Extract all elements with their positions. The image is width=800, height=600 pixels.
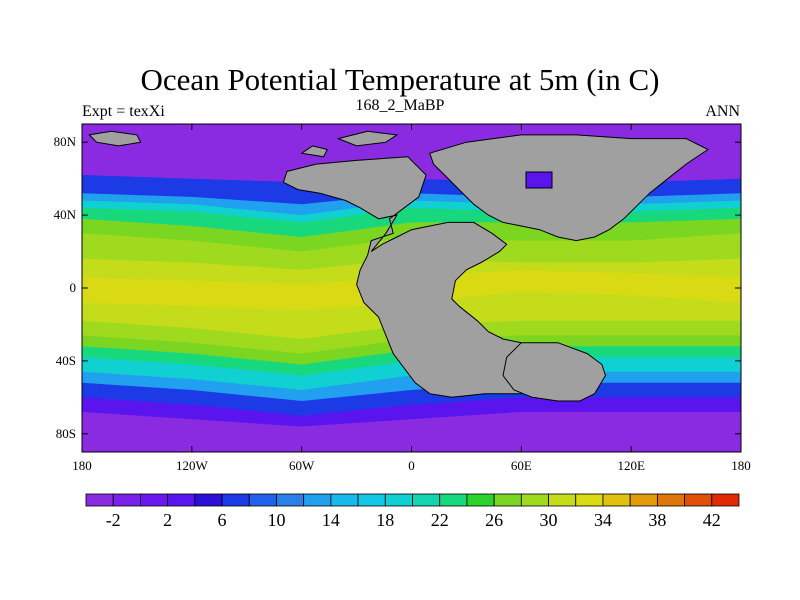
colorbar-swatch (194, 493, 223, 507)
x-tick-label: 60W (289, 458, 315, 473)
colorbar-label: 10 (268, 510, 286, 530)
colorbar-swatch (248, 493, 277, 507)
colorbar-swatch (112, 493, 141, 507)
land-mass-4 (336, 130, 399, 147)
colorbar-label: 30 (540, 510, 558, 530)
x-tick-label: 120W (176, 458, 209, 473)
colorbar-label: 38 (648, 510, 666, 530)
x-axis-ticks: 180 120W 60W 0 60E 120E 180 (72, 124, 751, 473)
land-mass-3 (88, 130, 142, 147)
temperature-band-16 (82, 411, 741, 452)
colorbar-label: -2 (106, 510, 121, 530)
colorbar-label: 22 (431, 510, 449, 530)
colorbar-label: 6 (218, 510, 227, 530)
x-tick-label: 60E (511, 458, 532, 473)
colorbar-swatch (330, 493, 359, 507)
land-masses (88, 130, 709, 402)
colorbar-swatch (548, 493, 577, 507)
colorbar-swatch (276, 493, 305, 507)
x-tick-label: 120E (617, 458, 645, 473)
y-tick-label: 0 (70, 280, 77, 295)
x-tick-label: 0 (408, 458, 415, 473)
colorbar-swatch (221, 493, 250, 507)
colorbar-swatch (493, 493, 522, 507)
x-tick-label: 180 (731, 458, 751, 473)
y-tick-label: 40S (56, 353, 76, 368)
colorbar: -2 2 6 10 14 18 22 26 30 34 38 42 (85, 493, 740, 530)
colorbar-swatch (629, 493, 658, 507)
y-tick-label: 80N (54, 134, 77, 149)
colorbar-swatch (520, 493, 549, 507)
colorbar-swatch (303, 493, 332, 507)
colorbar-swatch (602, 493, 631, 507)
map-title: Ocean Potential Temperature at 5m (in C) (140, 62, 660, 97)
colorbar-label: 34 (594, 510, 612, 530)
colorbar-swatch (684, 493, 713, 507)
y-tick-label: 40N (54, 207, 77, 222)
colorbar-swatch (439, 493, 468, 507)
colorbar-swatch (140, 493, 169, 507)
colorbar-swatch (412, 493, 441, 507)
colorbar-swatch (575, 493, 604, 507)
polar-lake (525, 171, 553, 189)
colorbar-swatch (167, 493, 196, 507)
map-subtitle: 168_2_MaBP (355, 97, 445, 114)
colorbar-swatch (466, 493, 495, 507)
x-tick-label: 180 (72, 458, 92, 473)
colorbar-label: 2 (163, 510, 172, 530)
experiment-label: Expt = texXi (82, 103, 165, 120)
colorbar-swatch (357, 493, 386, 507)
season-label: ANN (705, 103, 740, 120)
land-mass-2 (502, 342, 607, 402)
colorbar-label: 18 (376, 510, 394, 530)
land-mass-5 (300, 145, 329, 158)
land-mass-1 (429, 134, 709, 242)
colorbar-label: 26 (485, 510, 503, 530)
colorbar-label: 42 (703, 510, 721, 530)
colorbar-swatch (711, 493, 740, 507)
colorbar-swatch (656, 493, 685, 507)
colorbar-swatch (85, 493, 114, 507)
colorbar-label: 14 (322, 510, 340, 530)
y-axis-ticks: 80N 40N 0 40S 80S (54, 134, 741, 441)
y-tick-label: 80S (56, 426, 76, 441)
colorbar-swatch (384, 493, 413, 507)
